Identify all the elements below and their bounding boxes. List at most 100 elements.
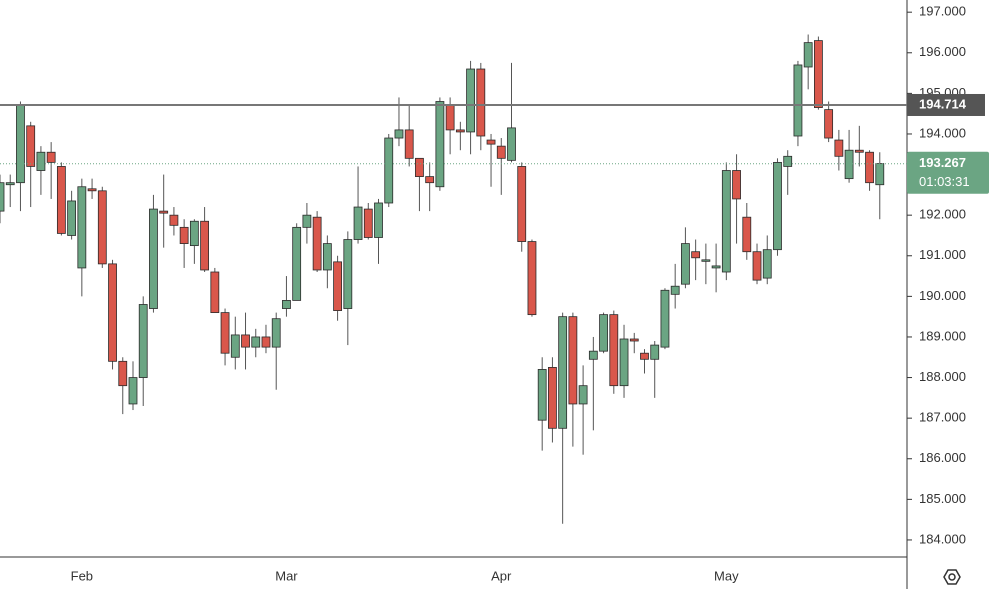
- y-tick-label: 187.000: [919, 410, 966, 425]
- candle-body: [762, 249, 772, 279]
- candle-body: [742, 216, 752, 253]
- candle-body: [660, 289, 670, 348]
- candle-body: [548, 367, 557, 429]
- candle-body: [5, 182, 15, 186]
- candle-body: [527, 241, 537, 316]
- candle-body: [282, 300, 291, 309]
- candle-body: [230, 334, 240, 358]
- candle-body: [415, 157, 424, 177]
- y-tick-label: 185.000: [919, 491, 966, 506]
- candle-body: [322, 243, 332, 271]
- candle-body: [486, 139, 496, 145]
- candle-body: [241, 334, 250, 348]
- candle-body: [701, 259, 711, 262]
- candle-body: [343, 239, 353, 309]
- candle-body: [200, 220, 210, 271]
- candle-body: [312, 216, 322, 271]
- candle-body: [670, 285, 680, 295]
- candle-body: [803, 42, 813, 68]
- candle-body: [752, 251, 762, 281]
- candle-body: [599, 314, 608, 352]
- candle-body: [854, 149, 864, 153]
- y-tick-label: 196.000: [919, 44, 966, 59]
- candle-body: [721, 170, 731, 273]
- candle-body: [138, 304, 148, 378]
- candle-body: [36, 151, 46, 171]
- y-tick-label: 186.000: [919, 450, 966, 465]
- candle-body: [824, 109, 834, 139]
- y-tick-label: 191.000: [919, 247, 966, 262]
- y-tick-label: 189.000: [919, 328, 966, 343]
- candle-body: [496, 145, 506, 159]
- candle-body: [568, 316, 578, 405]
- candle-body: [517, 166, 527, 242]
- candle-body: [333, 261, 342, 311]
- candle-body: [619, 338, 629, 387]
- candle-body: [128, 377, 138, 405]
- plot: [0, 34, 885, 524]
- candle-body: [691, 251, 701, 259]
- countdown-label: 01:03:31: [919, 174, 970, 189]
- horizontal-line-tag: [907, 93, 985, 116]
- last-price-label: 193.267: [919, 155, 966, 170]
- candle-body: [363, 208, 373, 238]
- candle-body: [189, 220, 199, 247]
- candle-body: [732, 170, 741, 200]
- candle-body: [384, 137, 394, 204]
- candle-body: [773, 161, 782, 251]
- candle-body: [149, 208, 158, 309]
- candle-body: [220, 312, 230, 354]
- x-tick-label: Apr: [491, 568, 512, 583]
- candle-body: [455, 129, 465, 133]
- candle-body: [251, 336, 261, 348]
- candle-body: [97, 190, 107, 265]
- candle-body: [271, 318, 281, 348]
- candle-body: [793, 64, 803, 137]
- y-tick-label: 188.000: [919, 369, 966, 384]
- candle-body: [640, 352, 649, 360]
- settings-icon[interactable]: [943, 569, 961, 585]
- candle-body: [711, 265, 721, 269]
- candle-body: [87, 188, 97, 192]
- candle-body: [865, 151, 874, 184]
- x-tick-label: Mar: [275, 568, 298, 583]
- horizontal-line-label: 194.714: [919, 96, 967, 111]
- candle-body: [578, 385, 588, 405]
- candle-body: [681, 243, 690, 285]
- candle-body: [77, 186, 87, 269]
- candle-body: [445, 105, 455, 131]
- candle-body: [404, 129, 414, 159]
- candle-body: [159, 210, 169, 214]
- candle-body: [353, 206, 363, 240]
- candle-body: [875, 163, 885, 186]
- candle-body: [118, 360, 128, 387]
- candle-body: [558, 316, 568, 429]
- candle-body: [56, 166, 66, 234]
- candle-body: [108, 263, 117, 362]
- last-price-tag: [907, 151, 989, 194]
- candle-body: [466, 68, 475, 133]
- candle-body: [374, 202, 383, 238]
- candle-body: [425, 176, 435, 184]
- candle-body: [292, 226, 302, 301]
- candle-body: [537, 369, 547, 421]
- settings-dot[interactable]: [948, 573, 956, 581]
- candle-body: [834, 139, 844, 157]
- settings-hexagon[interactable]: [943, 569, 961, 585]
- x-tick-label: Feb: [71, 568, 93, 583]
- y-tick-label: 197.000: [919, 4, 966, 19]
- candle-body: [783, 155, 793, 167]
- y-tick-label: 194.000: [919, 125, 966, 140]
- candle-body: [629, 338, 639, 342]
- candle-body: [302, 214, 312, 228]
- candle-body: [588, 350, 598, 360]
- candle-body: [844, 149, 854, 180]
- candle-body: [0, 182, 5, 212]
- candle-body: [16, 105, 25, 184]
- candle-body: [394, 129, 404, 139]
- candle-body: [26, 125, 36, 167]
- candle-body: [814, 40, 823, 108]
- x-tick-label: May: [714, 568, 739, 583]
- candle-body: [46, 151, 56, 163]
